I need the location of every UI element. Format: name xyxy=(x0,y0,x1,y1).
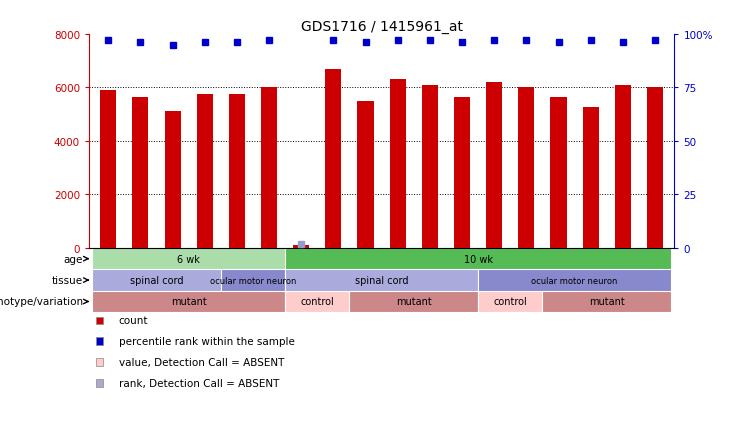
Bar xyxy=(133,98,148,248)
Bar xyxy=(615,85,631,248)
Bar xyxy=(92,270,221,291)
Text: control: control xyxy=(494,297,527,307)
Bar xyxy=(196,95,213,248)
Bar xyxy=(92,291,285,312)
Text: spinal cord: spinal cord xyxy=(130,276,183,286)
Text: percentile rank within the sample: percentile rank within the sample xyxy=(119,337,294,346)
Bar xyxy=(92,248,285,270)
Text: mutant: mutant xyxy=(170,297,207,307)
Bar xyxy=(350,291,478,312)
Text: tissue: tissue xyxy=(52,276,83,286)
Bar xyxy=(261,88,277,248)
Bar xyxy=(357,102,373,248)
Title: GDS1716 / 1415961_at: GDS1716 / 1415961_at xyxy=(301,20,462,34)
Text: count: count xyxy=(119,316,148,326)
Bar xyxy=(478,270,671,291)
Bar xyxy=(229,95,245,248)
Bar xyxy=(647,88,663,248)
Bar xyxy=(518,88,534,248)
Text: ocular motor neuron: ocular motor neuron xyxy=(531,276,618,285)
Bar xyxy=(285,248,671,270)
Bar xyxy=(100,91,116,248)
Text: age: age xyxy=(64,254,83,264)
Text: genotype/variation: genotype/variation xyxy=(0,297,83,307)
Text: mutant: mutant xyxy=(589,297,625,307)
Text: 6 wk: 6 wk xyxy=(177,254,200,264)
Text: value, Detection Call = ABSENT: value, Detection Call = ABSENT xyxy=(119,358,284,367)
Text: spinal cord: spinal cord xyxy=(355,276,408,286)
Bar xyxy=(285,270,478,291)
Text: mutant: mutant xyxy=(396,297,432,307)
Text: ocular motor neuron: ocular motor neuron xyxy=(210,276,296,285)
Bar xyxy=(390,80,406,248)
Bar xyxy=(422,85,438,248)
Text: rank, Detection Call = ABSENT: rank, Detection Call = ABSENT xyxy=(119,378,279,388)
Bar xyxy=(293,245,309,248)
Bar xyxy=(221,270,285,291)
Bar xyxy=(285,291,350,312)
Bar xyxy=(551,98,567,248)
Bar xyxy=(486,83,502,248)
Bar xyxy=(454,98,470,248)
Bar xyxy=(542,291,671,312)
Text: control: control xyxy=(300,297,334,307)
Bar xyxy=(325,69,342,248)
Bar xyxy=(478,291,542,312)
Bar xyxy=(582,108,599,248)
Text: 10 wk: 10 wk xyxy=(464,254,493,264)
Bar xyxy=(165,112,181,248)
